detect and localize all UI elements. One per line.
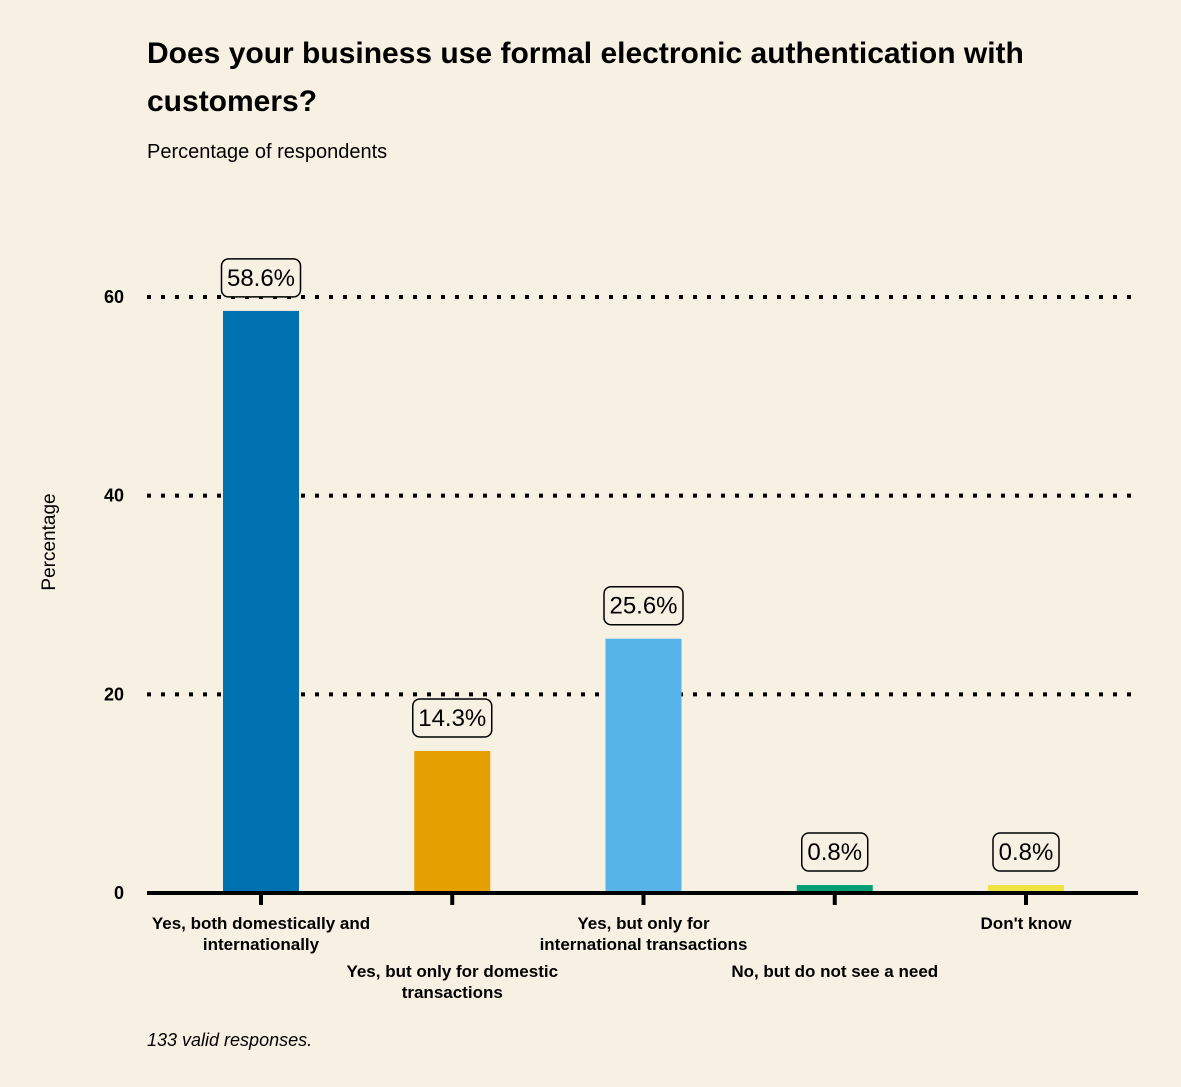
x-category-label-4: No, but do not see a need <box>731 962 938 981</box>
x-category-label-5: Don't know <box>981 914 1073 933</box>
bar-2 <box>414 750 491 893</box>
bar-5 <box>988 885 1064 893</box>
x-category-label-2: Yes, but only for domestic transactions <box>346 962 558 1002</box>
data-label-box-2 <box>412 698 493 738</box>
data-label-5: 0.8% <box>999 839 1054 866</box>
x-category-label-1: Yes, both domestically and internationall… <box>152 914 370 954</box>
data-label-box-4 <box>801 832 869 872</box>
y-tick-label-20: 20 <box>104 684 124 704</box>
bar-4 <box>796 885 873 893</box>
data-label-1: 58.6% <box>227 265 295 292</box>
bar-1 <box>223 310 299 893</box>
x-category-label-3: Yes, but only for international transacti… <box>540 914 748 954</box>
y-tick-label-40: 40 <box>104 486 124 506</box>
chart-subtitle: Percentage of respondents <box>147 141 388 163</box>
data-label-4: 0.8% <box>807 839 862 866</box>
y-tick-label-0: 0 <box>114 883 124 903</box>
data-label-box-1 <box>220 258 302 298</box>
data-label-2: 14.3% <box>418 705 486 732</box>
footnote: 133 valid responses. <box>147 1030 313 1050</box>
data-label-box-3 <box>603 585 684 626</box>
bar-3 <box>605 638 682 893</box>
data-label-3: 25.6% <box>609 593 677 620</box>
chart-title: Does your business use formal electronic… <box>147 37 1024 118</box>
y-tick-label-60: 60 <box>104 287 124 307</box>
data-label-box-5 <box>992 832 1060 872</box>
